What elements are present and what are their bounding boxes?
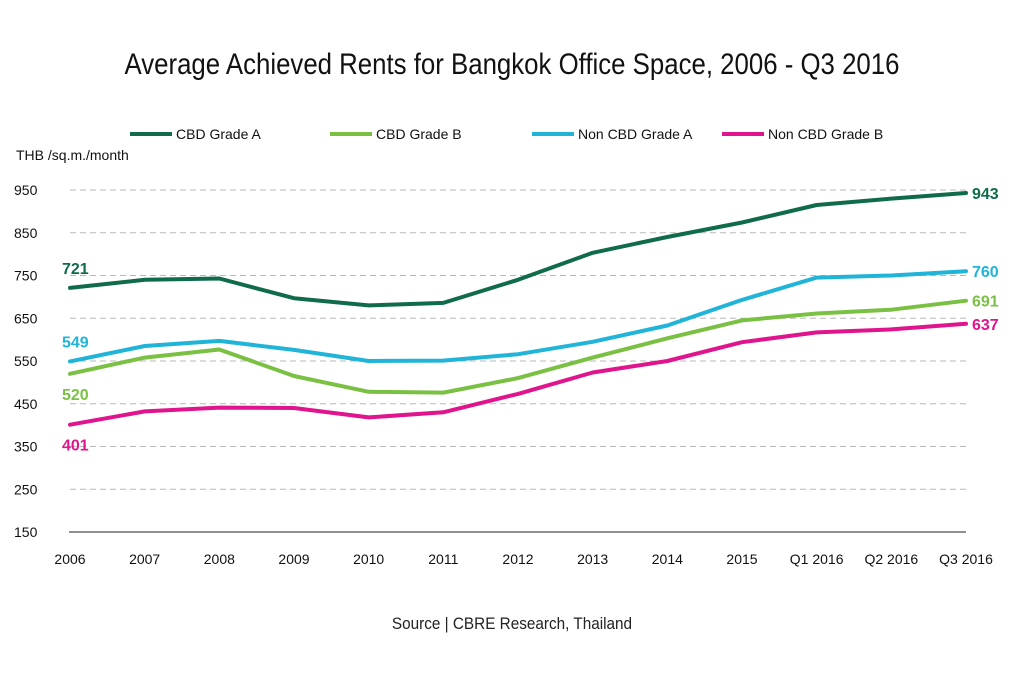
gridlines: [70, 189, 966, 490]
y-tick-label: 750: [14, 268, 38, 284]
data-label: 637: [972, 317, 999, 334]
x-tick-label: 2008: [204, 551, 235, 567]
x-tick-label: 2009: [278, 551, 309, 567]
y-tick-label: 550: [14, 353, 38, 369]
x-tick-label: 2011: [428, 551, 458, 567]
series-line: [68, 321, 968, 427]
x-tick-label: Q3 2016: [939, 551, 993, 567]
legend-entry: CBD Grade A: [176, 126, 261, 142]
series-lines: [68, 191, 968, 427]
x-tick-label: 2006: [54, 551, 85, 567]
x-tick-label: 2007: [129, 551, 160, 567]
legend-entry: Non CBD Grade A: [578, 126, 693, 142]
data-label: 691: [972, 294, 999, 311]
legend-entry: CBD Grade B: [376, 126, 462, 142]
y-tick-label: 250: [14, 481, 38, 497]
chart-title: Average Achieved Rents for Bangkok Offic…: [124, 48, 900, 81]
y-tick-label: 850: [14, 225, 38, 241]
data-label: 760: [972, 264, 999, 281]
y-axis-label: THB /sq.m./month: [16, 147, 129, 163]
y-tick-label: 450: [14, 396, 38, 412]
y-tick-label: 650: [14, 310, 38, 326]
data-label: 721: [62, 261, 89, 278]
y-tick-label: 950: [14, 182, 38, 198]
data-labels: 721 943 520 691 549 760 401 637: [62, 186, 999, 455]
data-label: 520: [62, 387, 89, 404]
x-tick-label: 2012: [502, 551, 533, 567]
x-tick-label: 2015: [726, 551, 757, 567]
x-tick-label: 2010: [353, 551, 384, 567]
series-line: [68, 191, 968, 308]
x-tick-label: 2013: [577, 551, 608, 567]
y-axis-ticks: 150 250 350 450 550 650 750 850 950: [14, 182, 38, 540]
source-note: Source | CBRE Research, Thailand: [391, 614, 633, 633]
y-tick-label: 150: [14, 524, 38, 540]
x-axis-ticks: 2006 2007 2008 2009 2010 2011 2012 2013 2014 2015…: [54, 551, 993, 567]
series-line: [68, 298, 968, 395]
legend-entry: Non CBD Grade B: [768, 126, 883, 142]
y-tick-label: 350: [14, 439, 38, 455]
data-label: 943: [972, 186, 999, 203]
data-label: 549: [62, 334, 89, 351]
legend: CBD Grade A CBD Grade B Non CBD Grade A Non…: [130, 126, 883, 142]
x-tick-label: Q2 2016: [864, 551, 918, 567]
x-tick-label: Q1 2016: [790, 551, 844, 567]
data-label: 401: [62, 438, 89, 455]
series-line: [68, 269, 968, 364]
x-tick-label: 2014: [652, 551, 683, 567]
